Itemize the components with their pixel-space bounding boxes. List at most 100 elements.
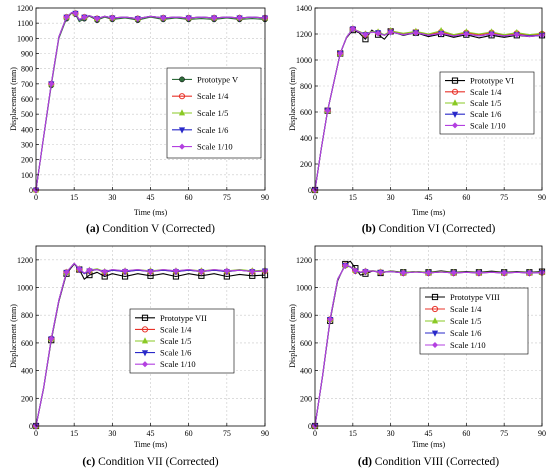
panel-a-y-axis-label: Displacement (mm): [9, 67, 18, 131]
panel-b-data-point: [513, 31, 520, 38]
panel-c-ytick-label: 200: [21, 394, 33, 403]
panel-b-legend-label: Prototype VI: [470, 76, 514, 86]
panel-a-legend-marker: [179, 76, 185, 83]
panel-b-x-axis-label: Time (ms): [412, 208, 446, 217]
panel-b-y-axis-label: Displacement (mm): [288, 67, 297, 131]
panel-b-data-point: [375, 30, 382, 37]
panel-c-legend-label: Scale 1/5: [160, 336, 191, 346]
panel-d-data-point: [450, 269, 457, 276]
panel-d-legend-label: Scale 1/5: [450, 316, 481, 326]
panel-c-legend-item: Prototype VII: [135, 313, 207, 323]
panel-d-ytick-label: 0: [308, 422, 312, 431]
panel-a-ytick-label: 900: [21, 50, 33, 59]
panel-a-legend-marker: [178, 143, 186, 150]
panel-a-xtick-label: 0: [34, 193, 38, 202]
panel-a-data-point: [134, 15, 141, 22]
panel-b-data-point: [349, 25, 356, 32]
panel-b-legend-label: Scale 1/4: [470, 87, 502, 97]
panel-a-ytick-label: 500: [21, 110, 33, 119]
panel-a-legend-item: Scale 1/4: [172, 91, 229, 101]
panel-b-legend-item: Scale 1/10: [445, 120, 506, 130]
panel-a-data-point: [72, 10, 79, 17]
panel-b-xtick-label: 75: [500, 193, 508, 202]
panel-b-xtick-label: 15: [349, 193, 357, 202]
panel-a-x-axis-label: Time (ms): [134, 208, 168, 217]
panel-c-legend-marker: [141, 350, 149, 357]
panel-a-ytick-label: 0: [29, 186, 33, 195]
panel-c-ytick-label: 400: [21, 367, 33, 376]
panel-c-ytick-label: 0: [29, 422, 33, 431]
panel-c-data-point: [63, 269, 70, 276]
panel-a-legend-marker: [178, 109, 186, 116]
panel-d-data-point: [377, 269, 384, 276]
panel-d-data-point: [400, 269, 407, 276]
panel-c-xtick-label: 0: [34, 429, 38, 438]
panel-c-legend-marker: [141, 314, 149, 321]
panel-d-legend-marker: [431, 330, 439, 337]
panel-a-data-point: [185, 14, 192, 21]
panel-a-ytick-label: 600: [21, 95, 33, 104]
panel-a-data-point: [48, 80, 55, 87]
panel-b-data-point: [387, 29, 394, 36]
panel-a-caption: (a) Condition V (Corrected): [86, 223, 215, 235]
panel-b-legend-label: Scale 1/5: [470, 98, 501, 108]
panel-c-legend-item: Scale 1/10: [135, 359, 196, 369]
panel-d-legend-item: Scale 1/10: [425, 340, 486, 350]
panel-b-data-point: [412, 29, 419, 36]
panel-d-xtick-label: 30: [387, 429, 395, 438]
panel-d-y-axis-label: Displacement (mm): [288, 304, 297, 368]
panel-c-legend-marker: [141, 337, 149, 344]
panel-c-xtick-label: 60: [185, 429, 193, 438]
panel-c-data-point: [76, 265, 83, 272]
panel-b: 0 15 30 45 60 75 90 0 200 400 600 800 1000 1200 1400 Ti…: [288, 4, 546, 235]
panel-c-caption: (c) Condition VII (Corrected): [82, 456, 218, 468]
panel-d-data-point: [352, 267, 359, 274]
panel-c-ytick-label: 1000: [17, 284, 33, 293]
panel-a-legend: Prototype V Scale 1/4 Scale 1/5 Scale 1/6 Sc…: [166, 67, 262, 159]
panel-d-data-point: [526, 269, 533, 276]
panel-a-ytick-label: 300: [21, 141, 33, 150]
panel-c-data-point: [249, 268, 256, 275]
panel-d-xtick-label: 45: [425, 429, 433, 438]
panel-a-ytick-label: 400: [21, 125, 33, 134]
panel-b-legend-label: Scale 1/6: [470, 109, 501, 119]
panel-b-series-4: [311, 25, 546, 194]
panel-c-xtick-label: 90: [261, 429, 269, 438]
panel-d-caption: (d) Condition VIII (Corrected): [358, 456, 499, 468]
panel-a-xtick-label: 45: [147, 193, 155, 202]
panel-b-ytick-label: 1000: [296, 56, 312, 65]
panel-c-legend-marker: [141, 361, 149, 368]
panel-a-caption-text: Condition V (Corrected): [102, 223, 215, 235]
panel-c-data-point: [172, 267, 179, 274]
panel-b-data-point: [337, 50, 344, 57]
panel-c-data-point: [101, 268, 108, 275]
panel-d-ytick-label: 600: [300, 339, 312, 348]
panel-d-xtick-label: 90: [538, 429, 546, 438]
panel-b-legend-marker: [451, 122, 459, 129]
panel-d-data-point: [327, 316, 334, 323]
panel-c-series-line: [35, 262, 266, 427]
panel-d-series-4: [311, 262, 546, 430]
panel-b-caption-letter: (b): [362, 223, 379, 235]
panel-a-xtick-label: 60: [185, 193, 193, 202]
panel-a-ytick-label: 100: [21, 171, 33, 180]
panel-d-legend: Prototype VIII Scale 1/4 Scale 1/5 Scale 1/…: [419, 287, 529, 355]
panel-a-ytick-label: 1200: [17, 4, 33, 13]
panel-b-ytick-label: 800: [300, 82, 312, 91]
panel-d-legend-label: Scale 1/4: [450, 304, 482, 314]
panel-d-legend-item: Scale 1/4: [425, 304, 482, 314]
panel-d-xtick-label: 15: [349, 429, 357, 438]
panel-d-ytick-label: 200: [300, 394, 312, 403]
panel-a-ytick-label: 1100: [17, 19, 33, 28]
panel-a: 0 15 30 45 60 75 90010020030040050060070080090…: [9, 4, 269, 235]
panel-c-xtick-label: 75: [223, 429, 231, 438]
panel-c-y-axis-label: Displacement (mm): [9, 304, 18, 368]
panel-c-xtick-label: 45: [147, 429, 155, 438]
panel-b-ytick-label: 0: [308, 186, 312, 195]
panel-a-legend-label: Scale 1/4: [197, 91, 229, 101]
panel-a-data-point: [211, 14, 218, 21]
panel-a-data-point: [160, 14, 167, 21]
